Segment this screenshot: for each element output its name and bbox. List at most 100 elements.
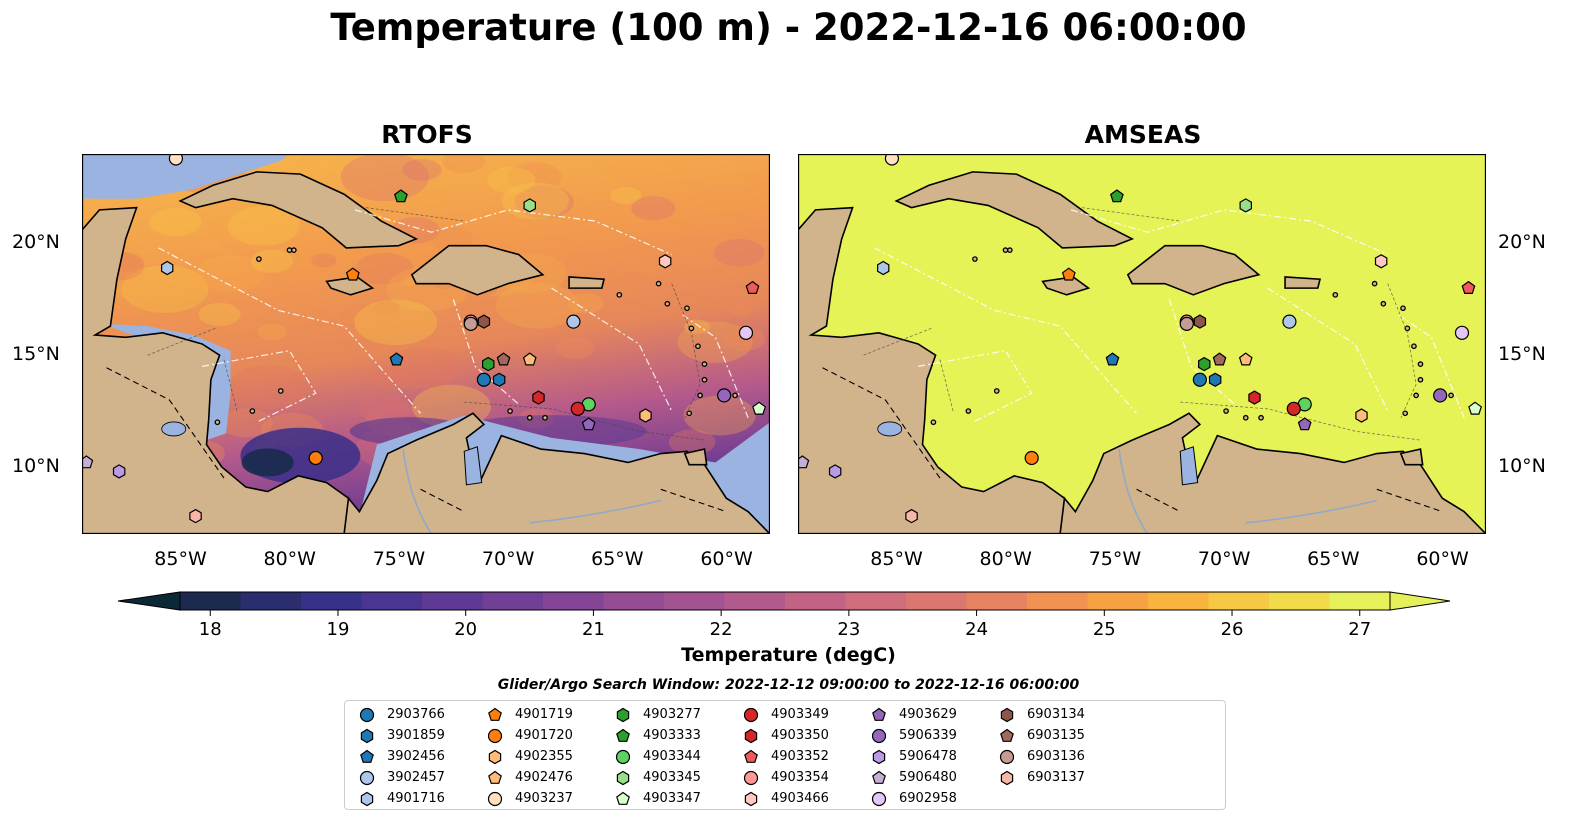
colorbar-bin: [785, 592, 847, 610]
legend-label: 4903237: [515, 791, 573, 806]
land-south-america: [343, 412, 770, 534]
land-cuba: [894, 171, 1135, 249]
legend-label: 4902476: [515, 770, 573, 785]
legend-label: 5906480: [899, 770, 957, 785]
legend-marker: [743, 770, 759, 786]
float-marker-6903136: [463, 316, 478, 331]
colorbar-bin: [1148, 592, 1210, 610]
float-marker-3901859: [1208, 372, 1222, 387]
lon-tick-label: 80°W: [979, 548, 1032, 570]
lat-tick-label-left: 10°N: [12, 454, 60, 477]
lat-tick-label-right: 10°N: [1498, 454, 1546, 477]
float-marker-6903134: [1193, 314, 1207, 329]
colorbar-bin: [906, 592, 968, 610]
legend-label: 4903352: [771, 749, 829, 764]
float-marker-4903629: [1297, 417, 1312, 431]
legend-label: 6903135: [1027, 728, 1085, 743]
rtofs-map-panel: [82, 154, 770, 534]
float-marker-4901719: [1061, 267, 1076, 281]
legend-label: 6902958: [899, 791, 957, 806]
land-trinidad: [1399, 448, 1424, 466]
float-marker-4901716: [876, 260, 890, 276]
float-marker-4903347: [752, 401, 767, 415]
legend-marker: [360, 728, 374, 744]
float-marker-4901720: [1024, 450, 1039, 466]
legend-label: 6903136: [1027, 749, 1085, 764]
amseas-panel-title: AMSEAS: [1084, 120, 1202, 149]
float-marker-5906478: [828, 464, 842, 479]
legend-label: 3902457: [387, 770, 445, 785]
figure-title: Temperature (100 m) - 2022-12-16 06:00:0…: [330, 6, 1247, 49]
legend-label: 4903277: [643, 707, 701, 722]
legend-marker: [487, 728, 503, 744]
float-marker-5906480: [798, 455, 810, 469]
legend-marker: [871, 728, 887, 744]
float-marker-4903349: [570, 401, 585, 416]
colorbar-tick-label: 27: [1348, 619, 1371, 640]
colorbar-bin: [966, 592, 1028, 610]
legend-label: 5906478: [899, 749, 957, 764]
colorbar-bin: [603, 592, 665, 610]
float-marker-6902958: [1454, 325, 1470, 340]
legend-marker: [743, 707, 759, 723]
colorbar-bin: [361, 592, 423, 610]
colorbar-bin: [482, 592, 544, 610]
colorbar-tick-label: 21: [582, 619, 605, 640]
legend-marker: [744, 749, 758, 763]
legend-marker: [616, 770, 630, 786]
legend-marker: [488, 749, 502, 765]
legend-marker: [616, 728, 630, 742]
float-marker-5906480: [82, 455, 94, 469]
float-marker-4903466: [1374, 254, 1388, 269]
colorbar-label: Temperature (degC): [681, 644, 896, 666]
legend-title: Glider/Argo Search Window: 2022-12-12 09…: [497, 677, 1080, 693]
land-central-america: [798, 206, 1072, 534]
legend-marker: [616, 791, 630, 805]
land-trinidad: [683, 448, 708, 466]
colorbar-bin: [1269, 592, 1331, 610]
float-marker-4903333: [1109, 189, 1124, 203]
colorbar-bin: [845, 592, 907, 610]
float-marker-3901859: [492, 372, 506, 387]
colorbar-tick-label: 26: [1221, 619, 1244, 640]
colorbar-bin: [1208, 592, 1270, 610]
colorbar-bin: [664, 592, 726, 610]
legend-marker: [360, 791, 374, 807]
float-marker-4902355: [1355, 408, 1368, 423]
legend-marker: [359, 707, 375, 723]
float-marker-4903277: [482, 356, 495, 372]
float-marker-4902355: [639, 408, 652, 423]
legend-label: 4903347: [643, 791, 701, 806]
float-marker-2903766: [476, 372, 491, 387]
lon-tick-label: 60°W: [1416, 548, 1469, 570]
colorbar-max-extend: [1389, 591, 1451, 611]
float-marker-6903136: [1179, 316, 1194, 331]
land-south-america: [1059, 412, 1486, 534]
legend-label: 4903333: [643, 728, 701, 743]
float-marker-2903766: [1192, 372, 1207, 387]
float-marker-6903135: [1212, 352, 1227, 366]
colorbar-bin: [1027, 592, 1089, 610]
colorbar-bin: [180, 592, 242, 610]
float-marker-4903237: [168, 154, 184, 166]
lon-tick-label: 85°W: [870, 548, 923, 570]
legend-marker: [616, 707, 630, 723]
colorbar-min-extend: [117, 591, 181, 611]
float-marker-3902457: [1282, 314, 1297, 329]
float-marker-3902456: [1105, 352, 1120, 366]
legend-label: 5906339: [899, 728, 957, 743]
rtofs-panel-title: RTOFS: [381, 120, 473, 149]
float-marker-4903352: [745, 280, 760, 294]
float-marker-6903137: [189, 508, 202, 524]
legend-marker: [1000, 770, 1014, 786]
colorbar-tick-label: 22: [710, 619, 733, 640]
float-marker-4903333: [393, 189, 408, 203]
lat-tick-label-right: 15°N: [1498, 343, 1546, 366]
float-marker-4902476: [522, 352, 537, 366]
legend-marker: [1000, 707, 1014, 723]
legend-label: 4903345: [643, 770, 701, 785]
float-marker-4903345: [1239, 198, 1252, 213]
legend-marker: [744, 728, 758, 744]
legend-label: 4903354: [771, 770, 829, 785]
legend-marker: [488, 770, 502, 784]
